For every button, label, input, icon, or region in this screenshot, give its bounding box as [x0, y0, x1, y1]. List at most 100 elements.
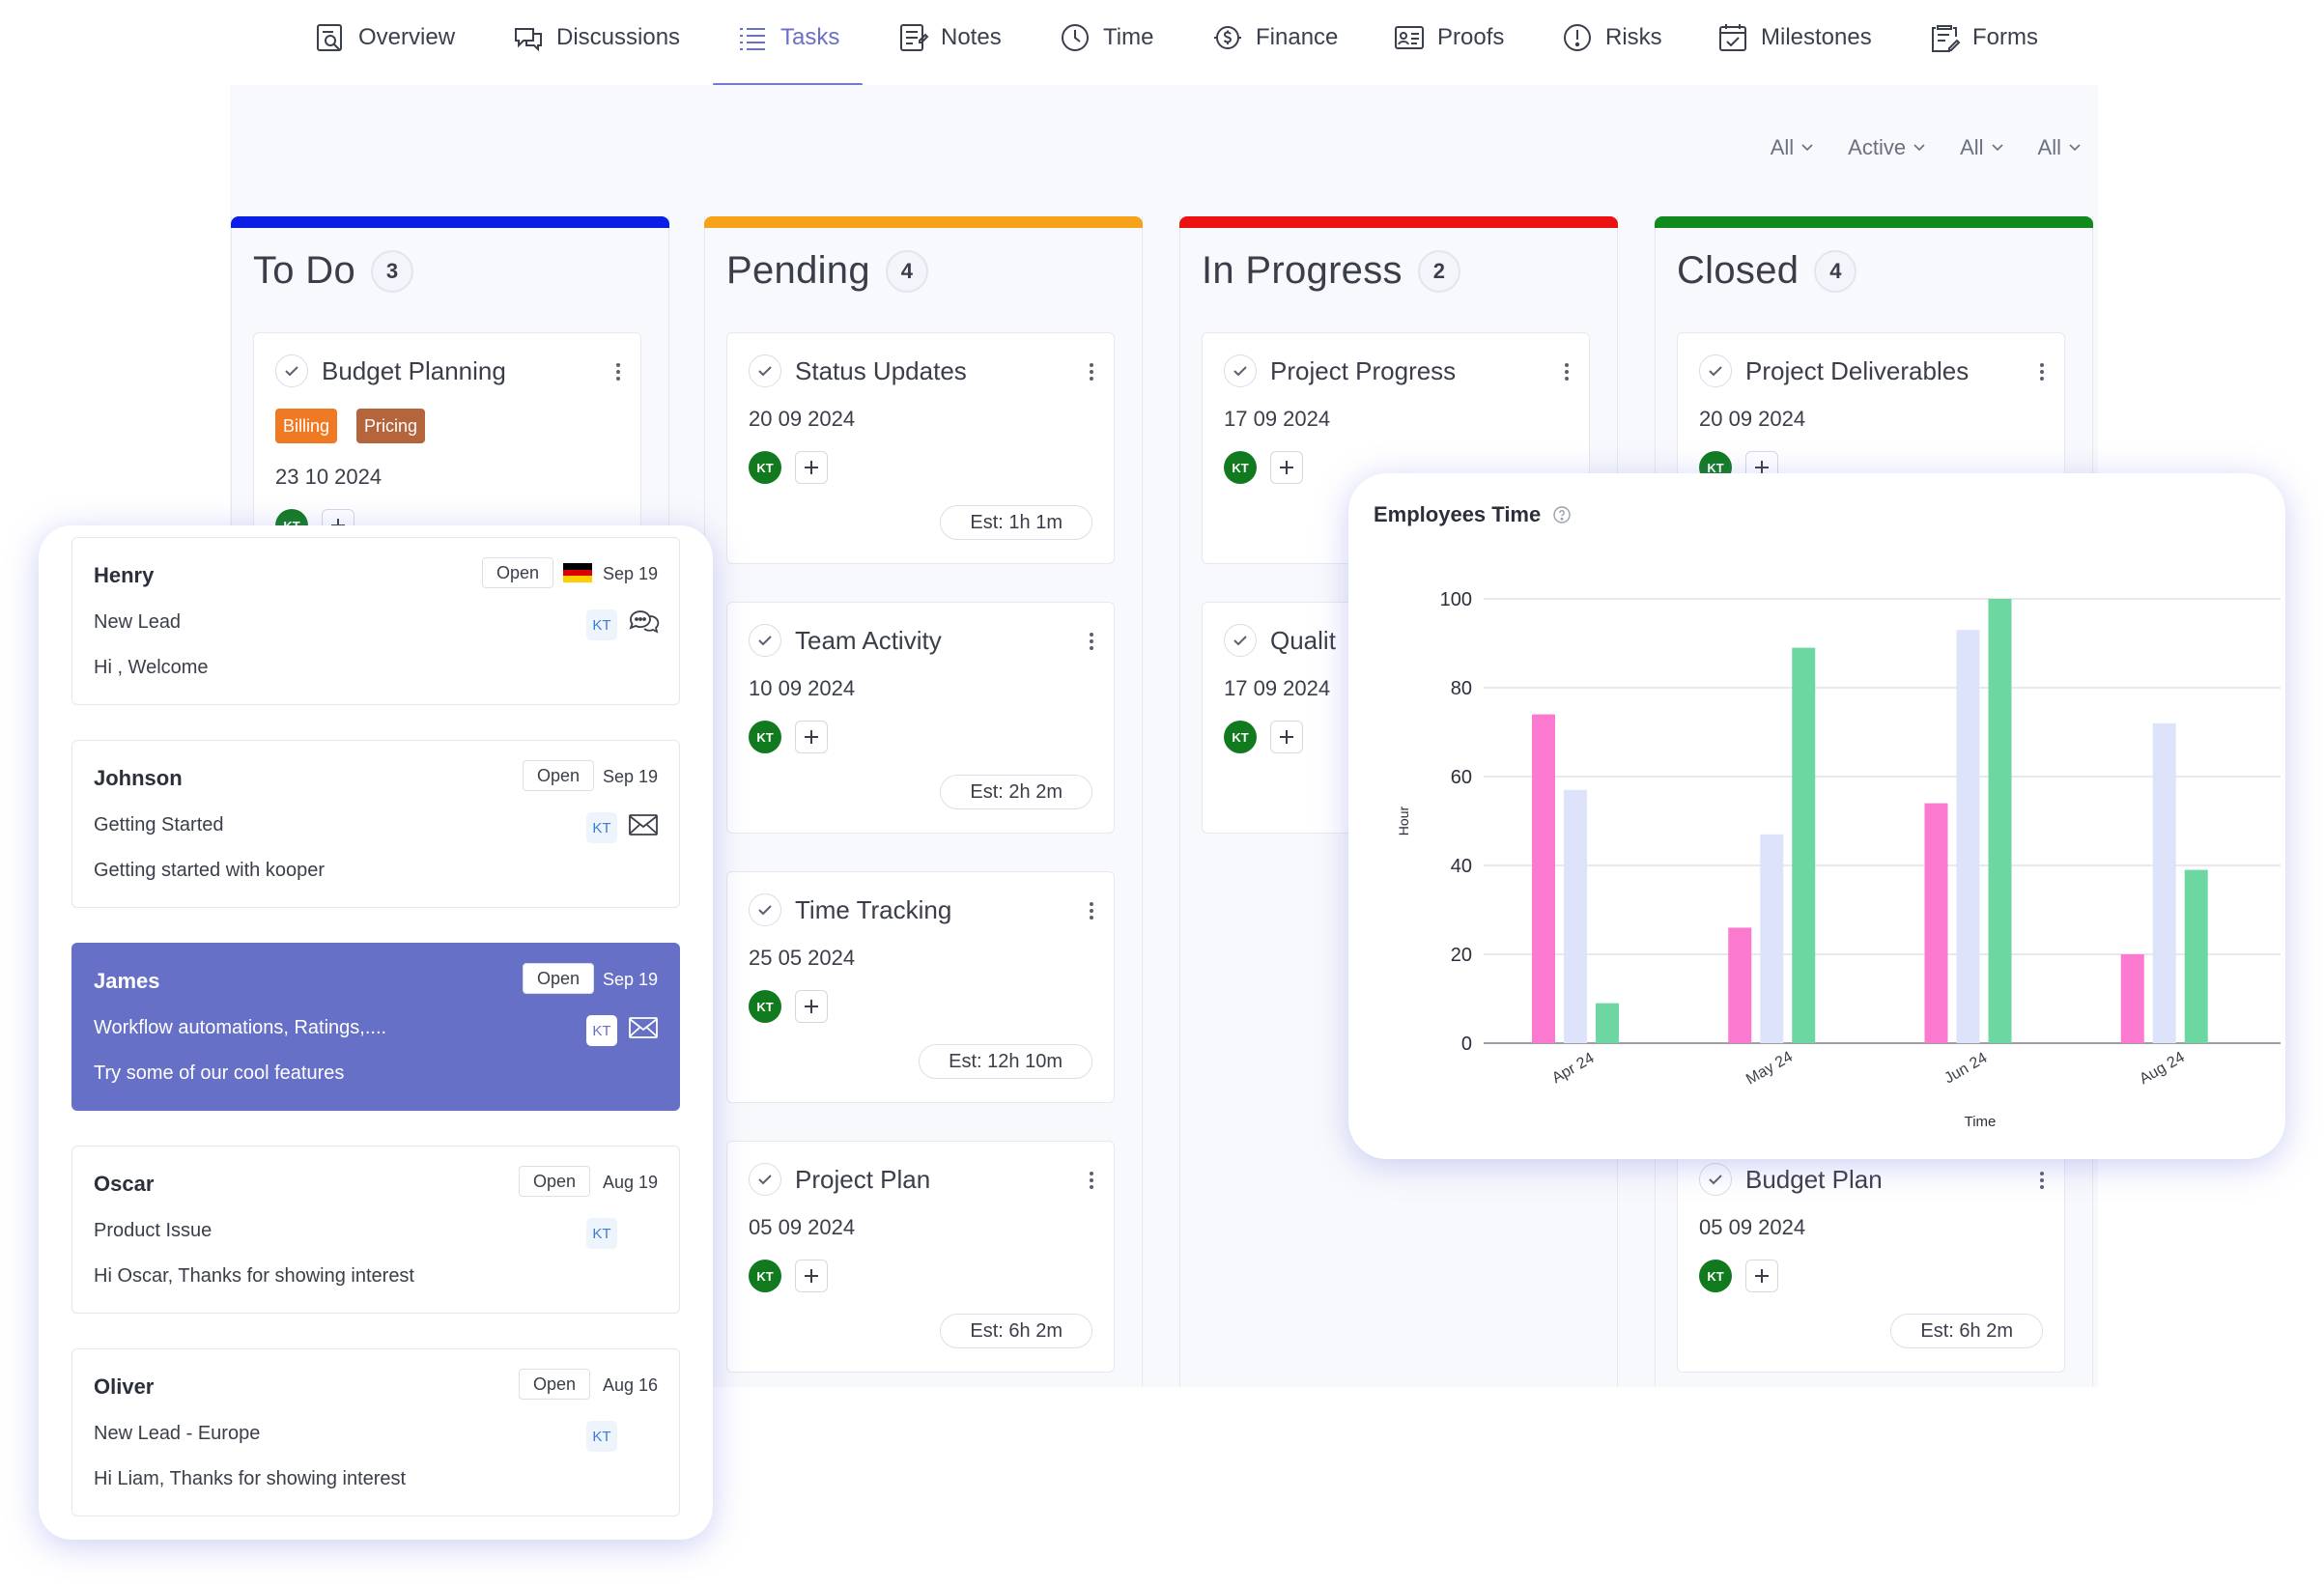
status-badge: Open [481, 557, 553, 588]
estimate-pill: Est: 6h 2m [1890, 1314, 2043, 1348]
assignee-avatar[interactable]: KT [749, 721, 781, 753]
tab-milestones[interactable]: Milestones [1716, 15, 1872, 60]
task-date: 05 09 2024 [1699, 1215, 1806, 1239]
more-vertical-icon[interactable] [1089, 1169, 1094, 1192]
column-title: In Progress [1202, 249, 1403, 292]
bar-chart: 0 20 40 60 80 100 Apr 24 May 24 Jun 24 Aug 24 Time… [1396, 589, 2281, 1130]
conversation-item-selected[interactable]: James Open Sep 19 Workflow automations, … [71, 943, 680, 1111]
assignee-badge: KT [586, 1218, 617, 1249]
tab-forms[interactable]: Forms [1928, 15, 2038, 60]
assignee-avatar[interactable]: KT [1224, 721, 1257, 753]
task-card[interactable]: Time Tracking 25 05 2024 KT Est: 12h 10m [726, 871, 1115, 1103]
filter-value: All [2037, 135, 2061, 159]
add-assignee-button[interactable] [795, 990, 828, 1023]
conversation-item[interactable]: Oliver Open Aug 16 New Lead - Europe KT … [71, 1348, 680, 1516]
complete-check-button[interactable] [1224, 354, 1257, 387]
more-vertical-icon[interactable] [615, 360, 621, 383]
column-count-badge: 3 [371, 249, 413, 293]
conversation-item[interactable]: Johnson Open Sep 19 Getting Started KT G… [71, 740, 680, 908]
column-color-bar [1655, 216, 2093, 228]
tab-risks[interactable]: Risks [1561, 15, 1662, 60]
more-vertical-icon[interactable] [1564, 360, 1570, 383]
complete-check-button[interactable] [749, 624, 781, 657]
tab-overview[interactable]: Overview [314, 15, 455, 60]
tab-notes-label: Notes [941, 24, 1002, 50]
task-title: Project Deliverables [1745, 356, 1970, 385]
complete-check-button[interactable] [749, 1163, 781, 1196]
filter-dropdown-4[interactable]: All [2038, 135, 2081, 160]
filter-dropdown-3[interactable]: All [1960, 135, 2003, 160]
chart-card-header: Employees Time [1374, 502, 1572, 527]
filter-dropdown-status[interactable]: Active [1848, 135, 1925, 160]
plus-icon [805, 1269, 818, 1283]
task-card[interactable]: Project Plan 05 09 2024 KT Est: 6h 2m [726, 1141, 1115, 1373]
assignee-badge: KT [586, 1421, 617, 1452]
tab-time[interactable]: Time [1059, 15, 1153, 60]
more-vertical-icon[interactable] [2039, 1169, 2045, 1192]
task-card[interactable]: Budget Plan 05 09 2024 KT Est: 6h 2m [1677, 1141, 2065, 1373]
tab-proofs[interactable]: Proofs [1393, 15, 1504, 60]
mail-icon [629, 814, 658, 835]
complete-check-button[interactable] [1224, 624, 1257, 657]
conversation-item[interactable]: Oscar Open Aug 19 Product Issue KT Hi Os… [71, 1146, 680, 1314]
task-date: 20 09 2024 [1699, 407, 1806, 431]
y-tick-label: 0 [1461, 1034, 1472, 1055]
tab-tasks[interactable]: Tasks [736, 15, 839, 60]
estimate-pill: Est: 2h 2m [940, 775, 1092, 809]
complete-check-button[interactable] [749, 354, 781, 387]
complete-check-button[interactable] [275, 354, 308, 387]
complete-check-button[interactable] [1699, 1163, 1732, 1196]
assignee-avatar[interactable]: KT [1699, 1260, 1732, 1292]
conversation-subject: New Lead [94, 611, 182, 633]
bar [1760, 834, 1784, 1043]
add-assignee-button[interactable] [795, 451, 828, 484]
task-card[interactable]: Status Updates 20 09 2024 KT Est: 1h 1m [726, 332, 1115, 564]
tab-notes[interactable]: Notes [896, 15, 1002, 60]
conversation-date: Aug 16 [602, 1375, 658, 1395]
column-count-badge: 4 [1814, 249, 1857, 293]
add-assignee-button[interactable] [795, 1260, 828, 1292]
status-badge: Open [518, 1166, 590, 1197]
more-vertical-icon[interactable] [1089, 630, 1094, 653]
add-assignee-button[interactable] [1270, 721, 1303, 753]
add-assignee-button[interactable] [1745, 1260, 1778, 1292]
task-date: 17 09 2024 [1224, 676, 1331, 700]
chat-icon [629, 610, 660, 634]
add-assignee-button[interactable] [795, 721, 828, 753]
conversation-date: Sep 19 [602, 564, 658, 583]
complete-check-button[interactable] [749, 893, 781, 926]
check-icon [1709, 1175, 1722, 1185]
task-date: 05 09 2024 [749, 1215, 856, 1239]
status-badge: Open [522, 760, 594, 791]
conversation-item[interactable]: Henry Open Sep 19 New Lead KT Hi , Welco… [71, 537, 680, 705]
column-title: Pending [726, 249, 870, 292]
check-icon [758, 905, 772, 916]
more-vertical-icon[interactable] [1089, 360, 1094, 383]
complete-check-button[interactable] [1699, 354, 1732, 387]
tab-risks-label: Risks [1605, 24, 1662, 50]
assignee-avatar[interactable]: KT [749, 990, 781, 1023]
notes-icon [900, 24, 929, 51]
bar [1728, 927, 1752, 1043]
filter-dropdown-1[interactable]: All [1771, 135, 1813, 160]
tag-billing[interactable]: Billing [275, 409, 338, 443]
tab-discussions[interactable]: Discussions [512, 15, 680, 60]
chart-title: Employees Time [1374, 502, 1542, 526]
more-vertical-icon[interactable] [1089, 899, 1094, 922]
column-color-bar [704, 216, 1143, 228]
assignee-avatar[interactable]: KT [1224, 451, 1257, 484]
tag-pricing[interactable]: Pricing [356, 409, 426, 443]
tab-finance[interactable]: Finance [1211, 15, 1338, 60]
help-circle-icon[interactable] [1552, 505, 1572, 524]
bar [2152, 722, 2176, 1043]
conversation-subject: Getting Started [94, 814, 224, 835]
add-assignee-button[interactable] [1270, 451, 1303, 484]
column-title: Closed [1677, 249, 1800, 292]
check-icon [758, 636, 772, 646]
more-vertical-icon[interactable] [2039, 360, 2045, 383]
task-card[interactable]: Team Activity 10 09 2024 KT Est: 2h 2m [726, 602, 1115, 834]
assignee-avatar[interactable]: KT [749, 1260, 781, 1292]
column-count-badge: 2 [1417, 249, 1460, 293]
assignee-avatar[interactable]: KT [749, 451, 781, 484]
task-title: Team Activity [795, 626, 942, 655]
